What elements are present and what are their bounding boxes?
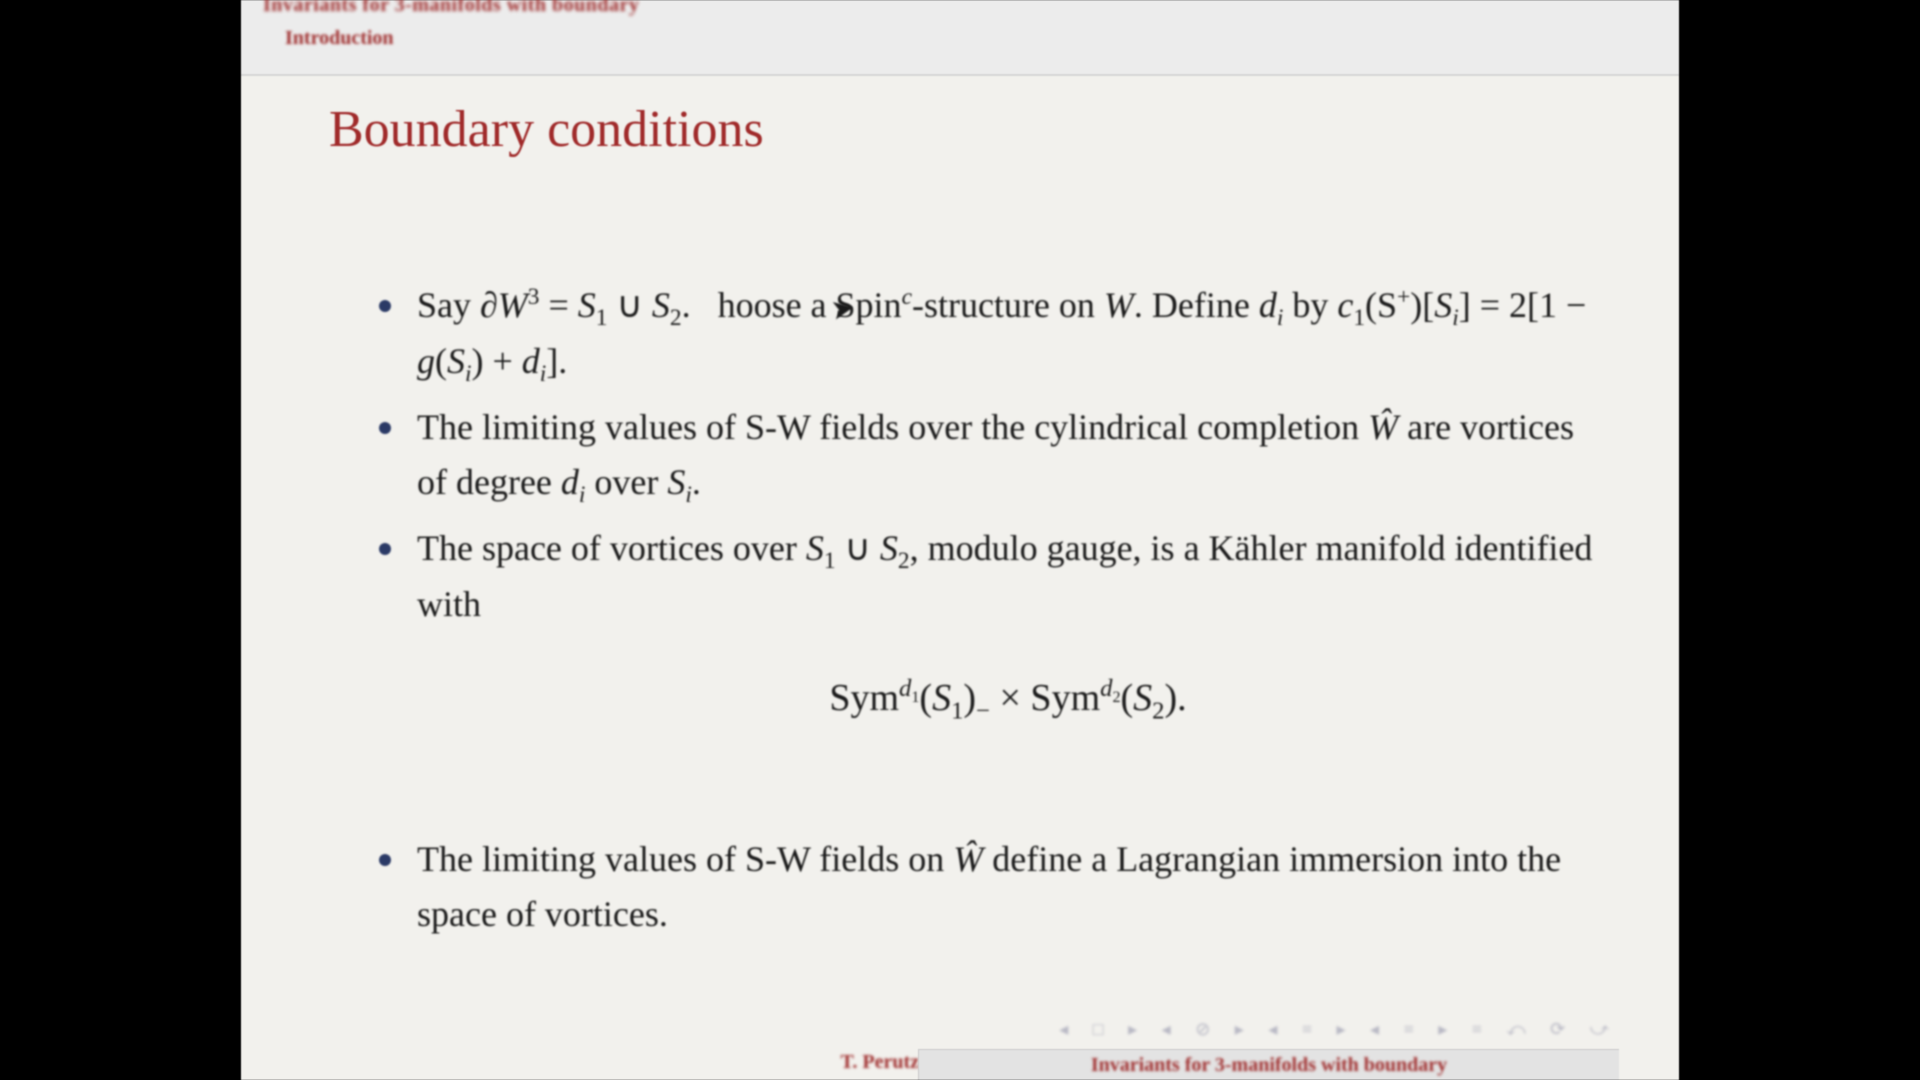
bullet-item: The limiting values of S-W fields over t… [371,400,1599,512]
bullet-text: The limiting values of S-W fields over t… [417,407,1574,503]
slide-title: Boundary conditions [329,100,764,159]
slide-stage: Invariants for 3-manifolds with boundary… [241,0,1679,1080]
bullet-item: The limiting values of S-W fields on Ŵ d… [371,832,1599,944]
footer-title-box: Invariants for 3-manifolds with boundary [918,1049,1619,1080]
spacer [371,798,1599,832]
footer-talk-title: Invariants for 3-manifolds with boundary [1091,1054,1447,1076]
bullet-text: The limiting values of S-W fields on Ŵ d… [417,839,1561,935]
footer: T. Perutz Invariants for 3-manifolds wit… [241,1044,1679,1080]
bullet-item: Say ∂W3 = S1 ∪ S2. hoose a Spinc-structu… [371,278,1599,390]
footer-author: T. Perutz [841,1051,920,1074]
header-section: Introduction [285,27,394,50]
header-talk-title: Invariants for 3-manifolds with boundary [263,0,639,17]
bullet-text: The space of vortices over S1 ∪ S2, modu… [417,528,1592,624]
bullet-list: Say ∂W3 = S1 ∪ S2. hoose a Spinc-structu… [371,278,1599,943]
display-equation: Symd1(S1)− × Symd2(S2). [417,669,1599,728]
bullet-text: Say ∂W3 = S1 ∪ S2. hoose a Spinc-structu… [417,285,1586,381]
slide-body: Say ∂W3 = S1 ∪ S2. hoose a Spinc-structu… [371,278,1599,953]
bullet-item: The space of vortices over S1 ∪ S2, modu… [371,521,1599,727]
beamer-nav-icons: ◂ □ ▸ ◂ ⊘ ▸ ◂ ≡ ▸ ◂ ≡ ▸ ≡ ⤺ ⟳ ⤻ [1059,1019,1619,1040]
header-strip: Invariants for 3-manifolds with boundary… [241,0,1679,76]
